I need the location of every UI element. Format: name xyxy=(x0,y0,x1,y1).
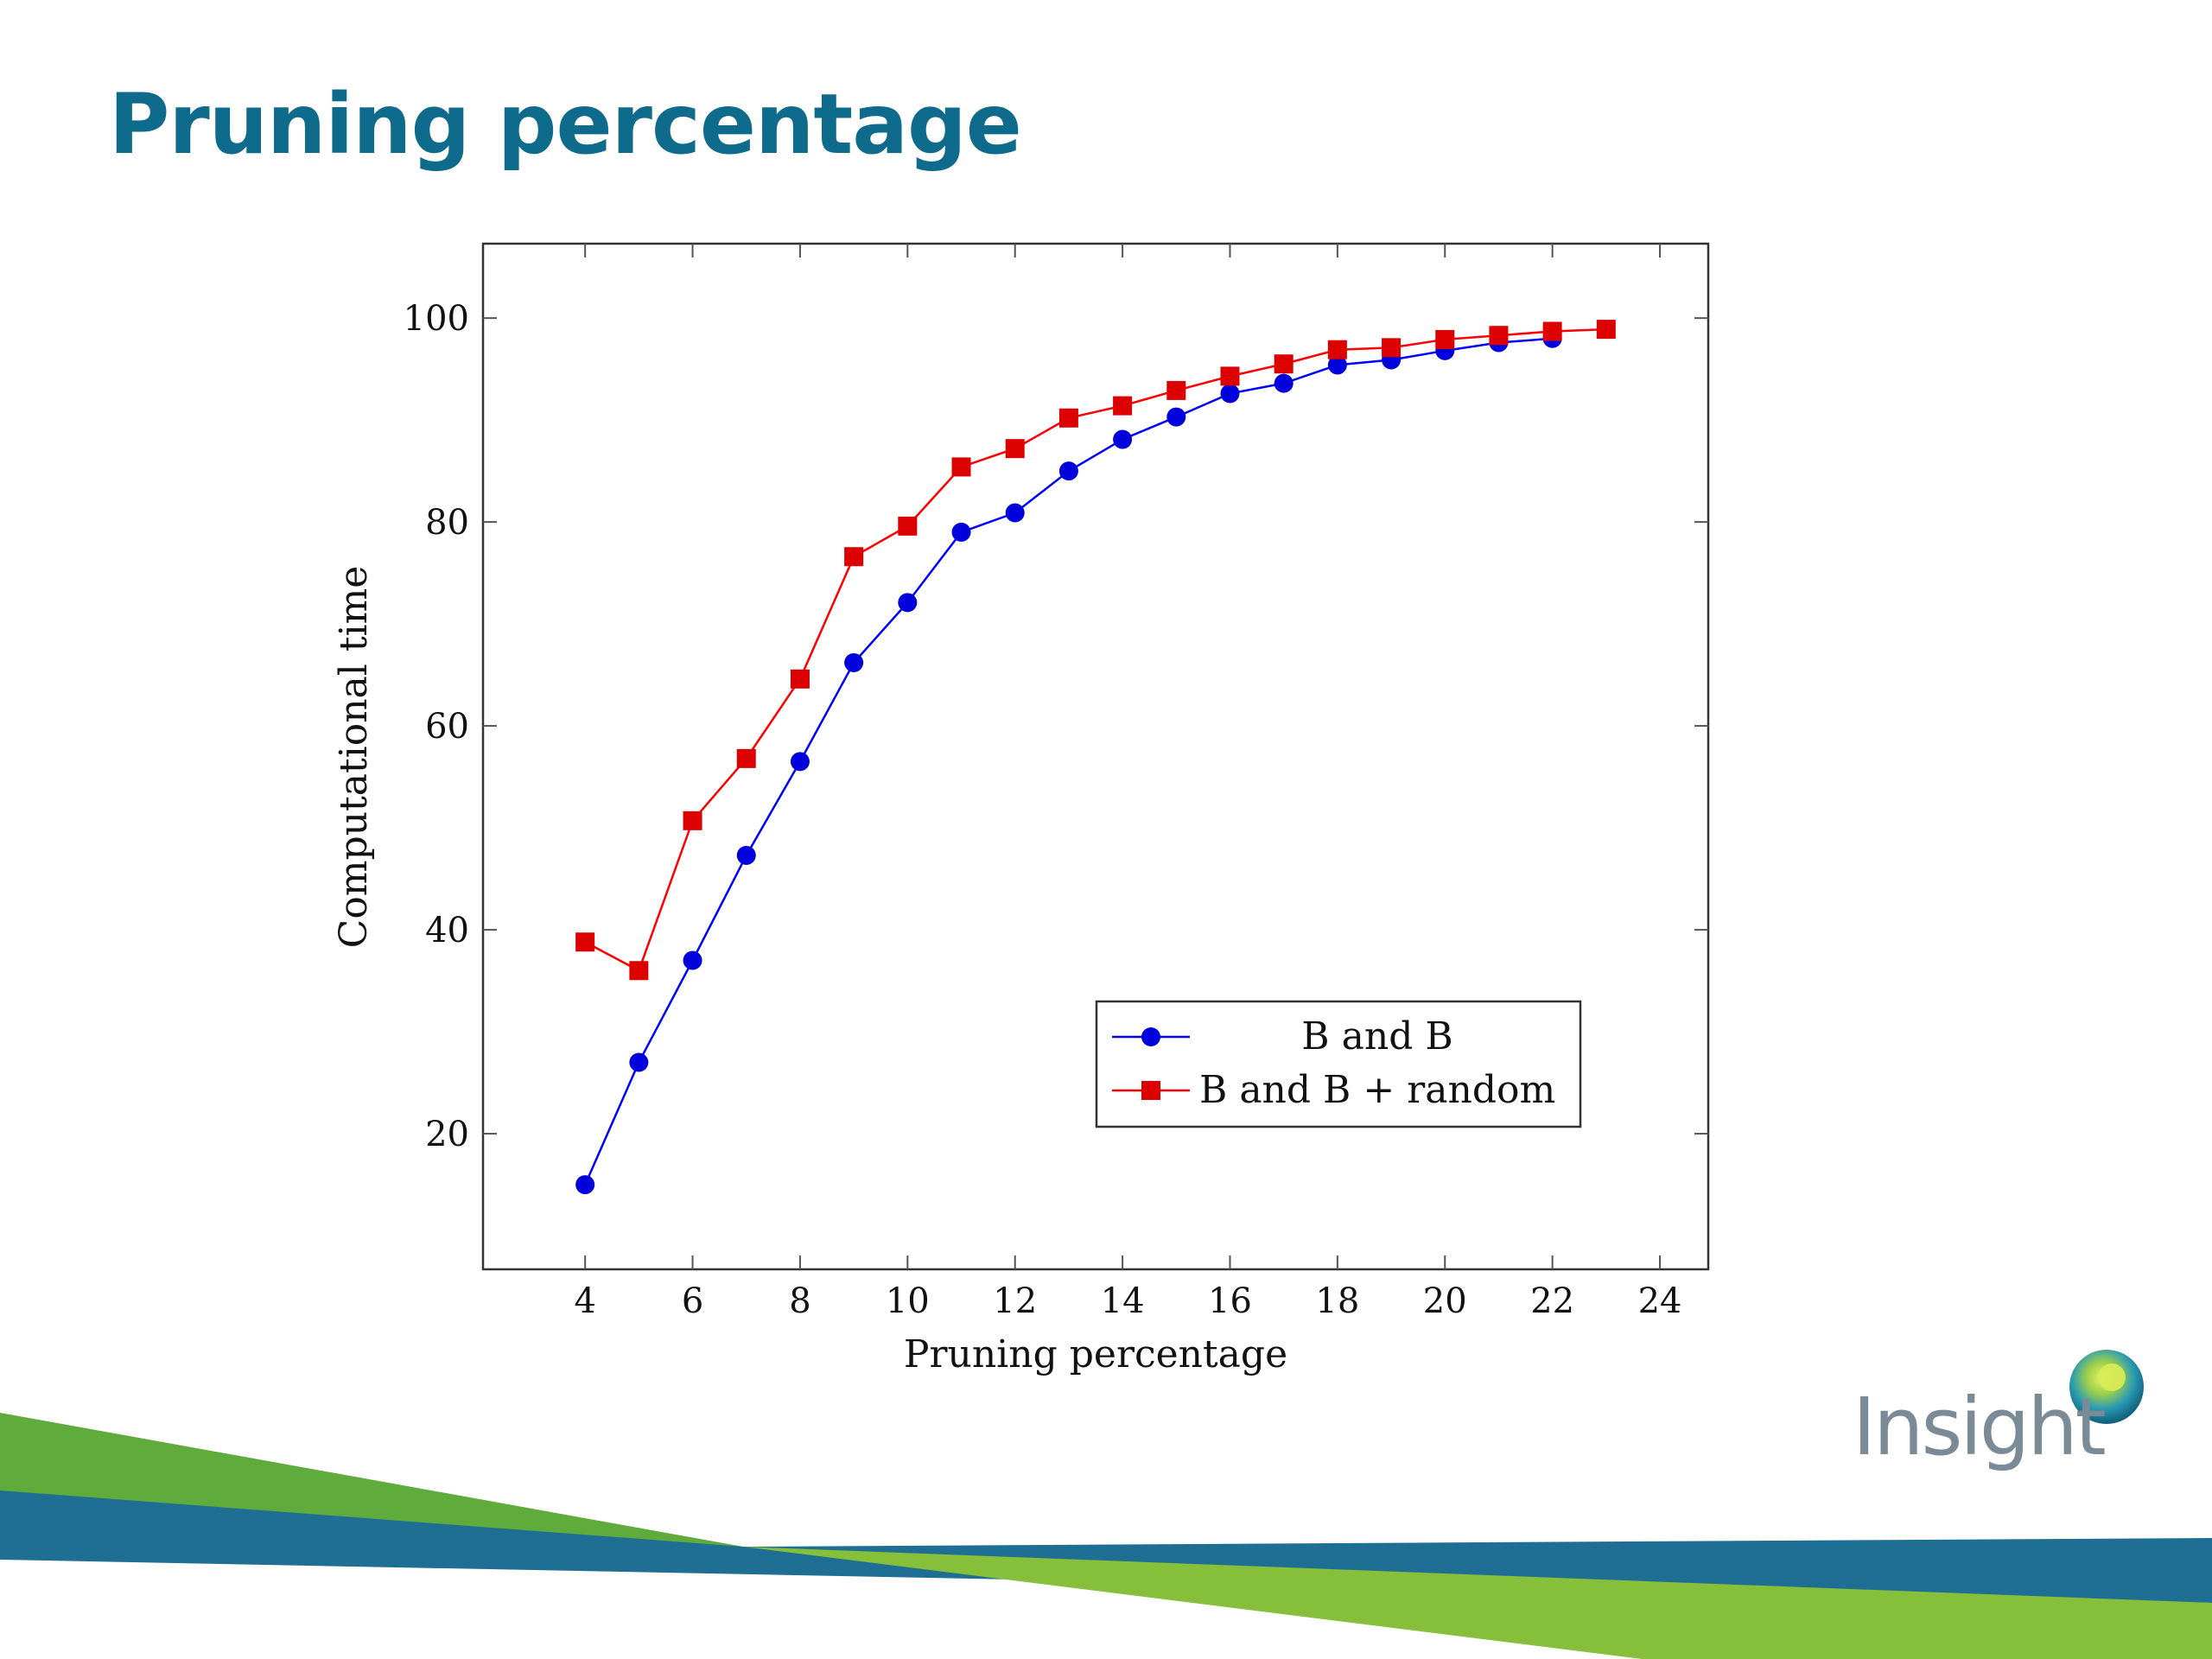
legend-marker-b-and-b xyxy=(1141,1027,1160,1046)
x-tick-label: 24 xyxy=(1638,1281,1682,1321)
data-point xyxy=(790,669,810,689)
brand-wave-decoration xyxy=(0,1413,2212,1659)
data-point xyxy=(898,516,918,536)
legend: B and B B and B + random xyxy=(1095,1000,1582,1128)
data-point xyxy=(629,1052,649,1072)
data-point xyxy=(1005,503,1025,523)
data-point xyxy=(683,950,702,970)
x-tick-label: 20 xyxy=(1423,1281,1467,1321)
y-axis-title: Computational time xyxy=(332,566,376,949)
y-tick-label: 20 xyxy=(425,1115,469,1154)
data-point xyxy=(1435,329,1455,349)
x-tick-label: 14 xyxy=(1101,1281,1145,1321)
data-point xyxy=(1596,320,1616,340)
data-point xyxy=(1327,340,1347,359)
insight-logo-text: Insight xyxy=(1853,1381,2107,1473)
series-b-and-b-random xyxy=(575,320,1616,981)
green-wave-band-lower xyxy=(743,1547,2212,1659)
data-point xyxy=(683,810,702,830)
data-point xyxy=(951,457,971,477)
data-point xyxy=(1220,366,1240,386)
legend-box xyxy=(1095,1000,1582,1128)
data-point xyxy=(898,593,918,613)
x-axis-title: Pruning percentage xyxy=(904,1332,1287,1376)
data-point xyxy=(1542,321,1562,341)
data-point xyxy=(844,547,864,567)
x-tick-label: 18 xyxy=(1315,1281,1359,1321)
data-point xyxy=(575,932,595,952)
insight-logo-icon xyxy=(2069,1350,2144,1424)
x-tick-label: 12 xyxy=(993,1281,1037,1321)
plot-frame xyxy=(481,242,1710,1271)
series-line xyxy=(584,327,1606,973)
data-point xyxy=(1274,354,1294,374)
x-tick-label: 16 xyxy=(1208,1281,1252,1321)
data-point xyxy=(1058,408,1078,428)
page-title: Pruning percentage xyxy=(109,76,1022,173)
data-point xyxy=(844,652,864,672)
legend-label-b-and-b: B and B xyxy=(1301,1014,1452,1058)
legend-marker-b-and-b-random xyxy=(1141,1081,1160,1100)
data-point xyxy=(1327,355,1347,375)
data-point xyxy=(1113,396,1133,416)
legend-label-b-and-b-random: B and B + random xyxy=(1199,1068,1555,1112)
data-point xyxy=(736,748,756,768)
data-point xyxy=(1220,384,1240,404)
data-point xyxy=(1489,326,1509,346)
axis-ticks: 4 6 8 10 12 14 16 18 20 22 24 20 40 60 80 100 xyxy=(404,244,1708,1321)
y-tick-label: 60 xyxy=(425,707,469,747)
blue-wave-band xyxy=(0,1491,2212,1603)
data-point xyxy=(1166,407,1186,427)
y-tick-label: 80 xyxy=(425,503,469,543)
y-tick-label: 100 xyxy=(404,299,469,339)
data-point xyxy=(1113,429,1133,449)
data-point xyxy=(1058,461,1078,481)
data-point xyxy=(1274,373,1294,393)
data-point xyxy=(575,1175,595,1195)
series-layer xyxy=(575,320,1616,1195)
x-tick-label: 8 xyxy=(789,1281,810,1321)
data-point xyxy=(1382,338,1402,358)
data-point xyxy=(790,752,810,772)
data-point xyxy=(1166,380,1186,400)
data-point xyxy=(736,845,756,865)
x-tick-label: 10 xyxy=(886,1281,930,1321)
x-tick-label: 6 xyxy=(682,1281,703,1321)
x-tick-label: 22 xyxy=(1530,1281,1574,1321)
x-tick-label: 4 xyxy=(574,1281,595,1321)
data-point xyxy=(629,961,649,981)
data-point xyxy=(1005,439,1025,459)
y-tick-label: 40 xyxy=(425,911,469,950)
data-point xyxy=(951,522,971,542)
